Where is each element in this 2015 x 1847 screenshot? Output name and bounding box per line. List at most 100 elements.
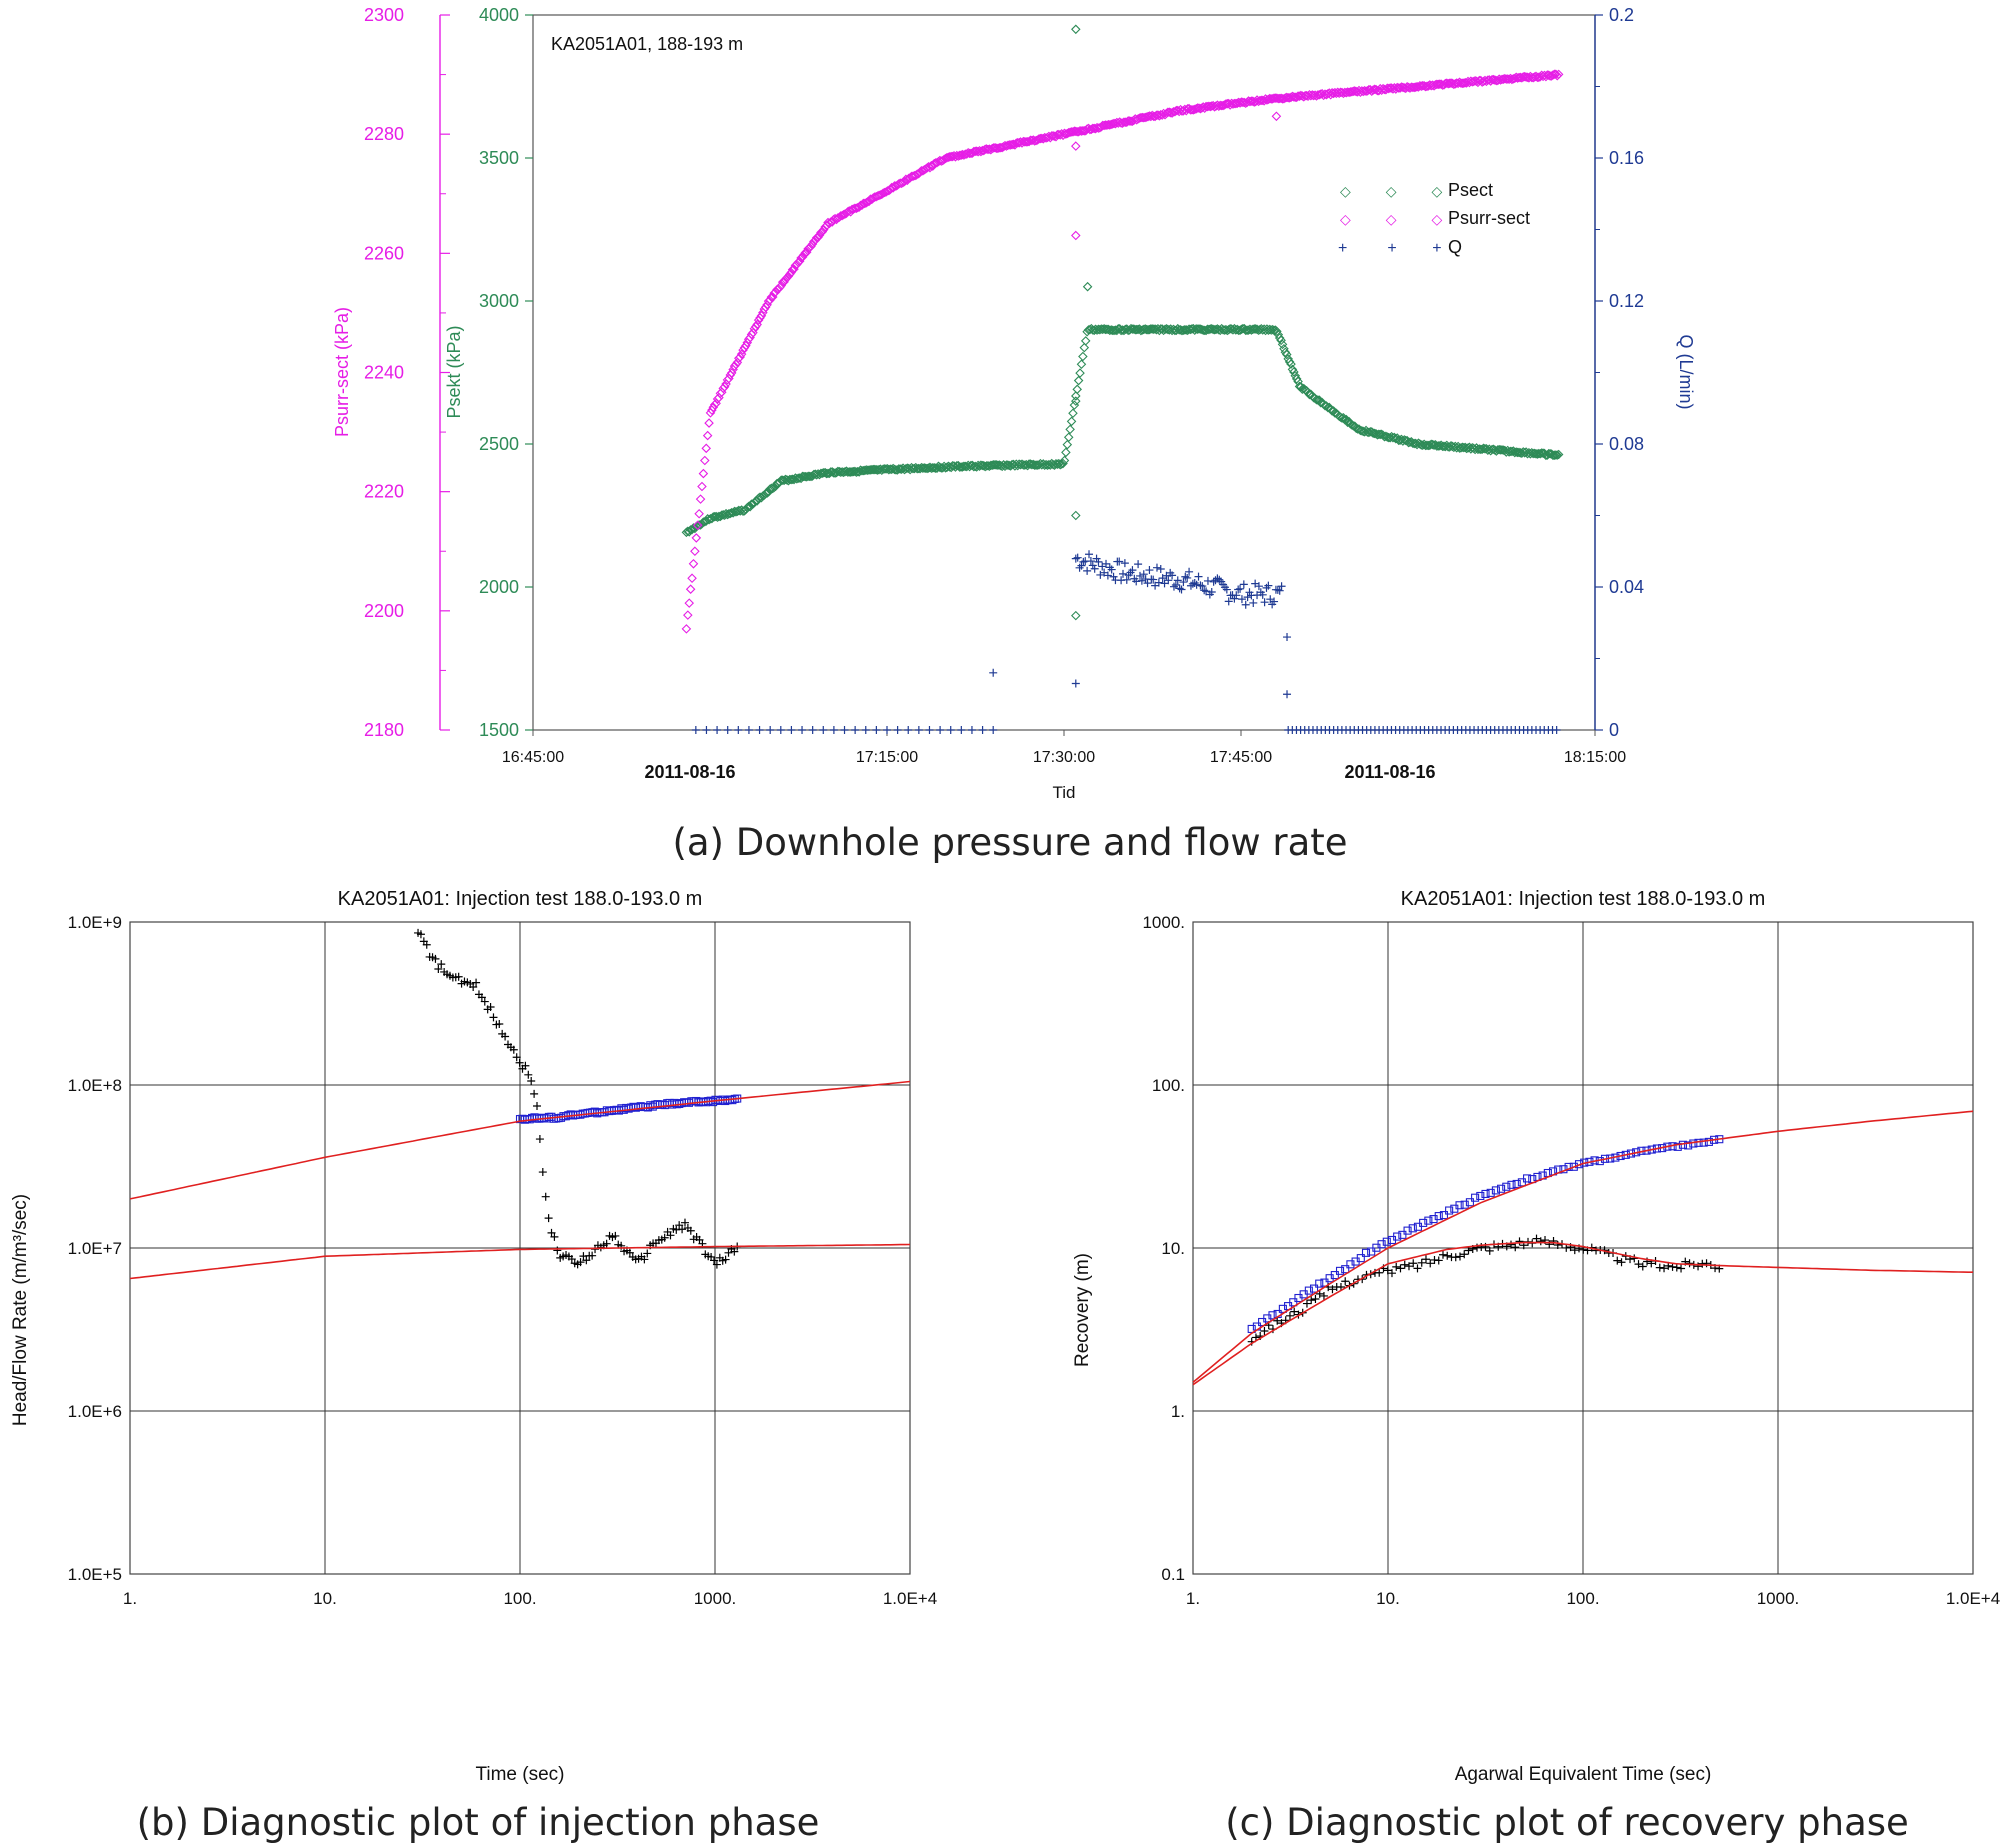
q-point [883, 726, 891, 734]
data-point-plus [486, 1003, 495, 1012]
legend-label-q: Q [1448, 237, 1462, 257]
data-point-plus [1613, 1256, 1622, 1265]
psect-point [1282, 349, 1292, 360]
series-recovery-data [1247, 1135, 1724, 1333]
data-point-plus [1443, 1251, 1452, 1260]
q-point [1071, 679, 1080, 688]
data-point-plus [1485, 1246, 1494, 1255]
psect-point [1551, 450, 1561, 460]
psurr-point [698, 468, 709, 479]
psect-point [1315, 397, 1326, 408]
y-tick-label: 1.0E+8 [68, 1076, 122, 1095]
q-point [776, 726, 785, 734]
psect-point [1286, 359, 1296, 369]
x-tick-label: 1.0E+4 [883, 1589, 937, 1608]
psurr-point [1507, 74, 1517, 85]
q-tick-label: 0.04 [1609, 577, 1644, 597]
psurr-tick-label: 2260 [364, 243, 404, 263]
psect-point [1078, 351, 1088, 362]
panel-b-ylabel: Head/Flow Rate (m/m³/sec) [10, 1194, 31, 1426]
q-point [1273, 585, 1282, 594]
psurr-tick-label: 2220 [364, 482, 404, 502]
data-point-plus [535, 1135, 544, 1144]
q-point [1552, 726, 1561, 734]
psurr-point [1432, 79, 1442, 90]
psect-point [828, 468, 839, 478]
q-point [1275, 586, 1284, 595]
panel-a-annotation: KA2051A01, 188-193 m [551, 34, 743, 54]
data-point-plus [1341, 1277, 1350, 1286]
data-point-plus [1660, 1264, 1669, 1273]
psurr-point [695, 494, 706, 504]
q-tick-label: 0.08 [1609, 434, 1644, 454]
data-point-square [1408, 1224, 1417, 1233]
psurr-point [1422, 81, 1432, 92]
psect-point [683, 526, 693, 537]
q-point [1270, 597, 1279, 606]
psekt-tick-label: 1500 [479, 720, 519, 740]
data-point-plus [1511, 1243, 1520, 1252]
q-point [1171, 581, 1180, 590]
q-point [1149, 575, 1158, 584]
psurr-point [1012, 137, 1023, 148]
data-point-square [1699, 1138, 1708, 1147]
psect-point [1549, 450, 1560, 460]
psurr-point [818, 224, 829, 235]
data-point-square [1356, 1254, 1365, 1263]
psect-point [1504, 447, 1514, 457]
psect-point [1073, 375, 1084, 386]
data-point-plus [509, 1045, 518, 1054]
psect-point [1541, 450, 1551, 461]
q-point [904, 726, 913, 734]
psect-point [1191, 324, 1201, 334]
data-point-plus [730, 1247, 739, 1256]
psect-point [1276, 335, 1286, 346]
psect-point [1443, 442, 1453, 452]
psurr-point [735, 352, 745, 362]
psurr-point [1249, 97, 1259, 107]
series-fit-lower [129, 1243, 911, 1280]
data-point-plus [588, 1251, 597, 1260]
time-tick-label: 18:15:00 [1564, 749, 1626, 766]
q-point [1243, 593, 1252, 602]
psect-point [1399, 435, 1410, 445]
psect-point [1123, 325, 1133, 336]
caption-b: (b) Diagnostic plot of injection phase [137, 1801, 820, 1844]
data-point-square [1460, 1200, 1469, 1209]
psurr-point [1071, 141, 1081, 151]
q-tick-label: 0.16 [1609, 148, 1644, 168]
q-point [1203, 576, 1212, 585]
q-point [1200, 586, 1209, 595]
data-point-square [1403, 1226, 1412, 1235]
q-point [1143, 579, 1152, 588]
q-point [1196, 581, 1205, 590]
psurr-point [1315, 89, 1326, 99]
psurr-point [852, 202, 863, 213]
psurr-point [1344, 87, 1354, 98]
psurr-point [786, 267, 796, 278]
psect-point [1044, 459, 1054, 470]
data-point-plus [602, 1239, 611, 1248]
data-point-plus [576, 1258, 585, 1267]
psect-point [1068, 408, 1078, 419]
psect-point [726, 507, 737, 518]
psect-point [714, 511, 724, 522]
y-tick-label: 1.0E+9 [68, 913, 122, 932]
psurr-point [681, 624, 692, 634]
psurr-point [770, 287, 781, 297]
data-point-plus [434, 964, 443, 973]
psect-point [1497, 445, 1507, 455]
data-point-square [1476, 1191, 1485, 1201]
q-point [1135, 571, 1144, 580]
q-point [1156, 565, 1165, 574]
legend-marker-psect: ◇ ◇ ◇ [1340, 183, 1443, 199]
data-point-plus [680, 1218, 689, 1227]
q-point [1145, 566, 1154, 575]
legend-label-psect: Psect [1448, 180, 1493, 200]
psect-point [1248, 324, 1258, 335]
series-psect [681, 24, 1564, 621]
psect-point [1536, 448, 1547, 458]
q-point [925, 726, 934, 734]
data-point-square [1439, 1211, 1448, 1220]
psekt-tick-label: 2000 [479, 577, 519, 597]
